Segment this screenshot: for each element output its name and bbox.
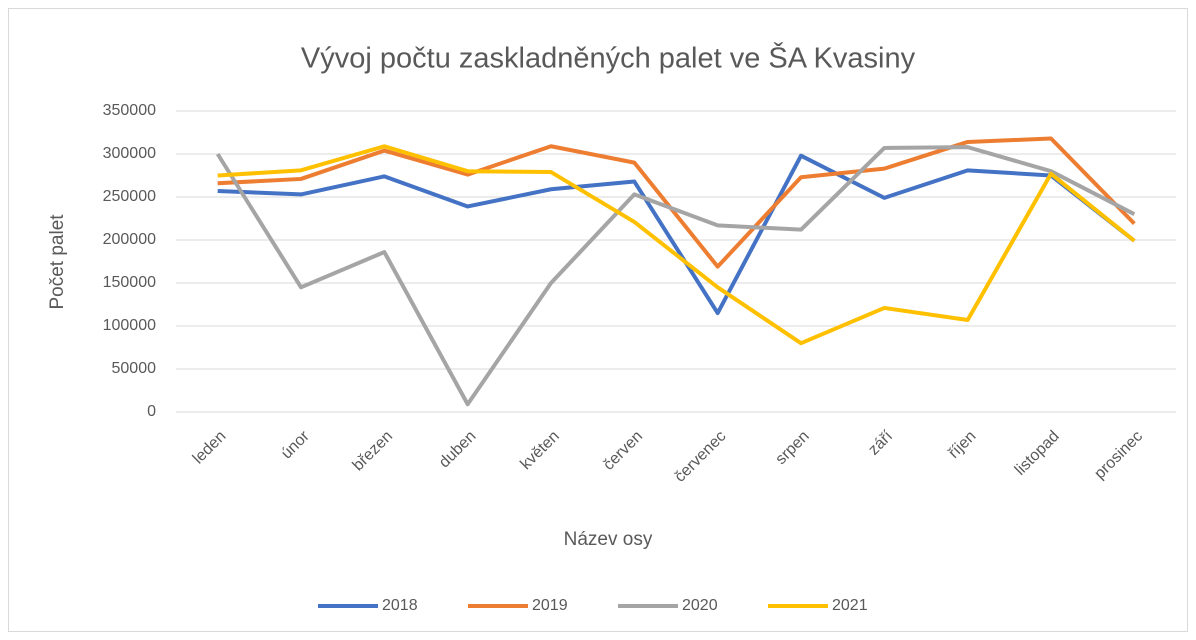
- y-tick-label: 50000: [112, 360, 157, 377]
- legend-label: 2020: [682, 597, 718, 614]
- y-tick-label: 0: [147, 403, 156, 420]
- series-line: [217, 153, 1136, 316]
- x-axis-label: Název osy: [564, 529, 653, 550]
- chart-title: Vývoj počtu zaskladněných palet ve ŠA Kv…: [301, 41, 916, 75]
- y-tick-label: 150000: [103, 274, 156, 291]
- y-tick-label: 100000: [103, 317, 156, 334]
- y-tick-label: 250000: [103, 188, 156, 205]
- chart-frame: [8, 8, 1188, 632]
- legend-label: 2018: [382, 597, 418, 614]
- series-line: [215, 145, 1136, 407]
- series-line: [217, 136, 1136, 269]
- series-line: [217, 144, 1136, 346]
- y-axis-label: Počet palet: [47, 214, 68, 310]
- y-tick-label: 200000: [103, 231, 156, 248]
- legend-label: 2019: [532, 597, 568, 614]
- y-tick-label: 300000: [103, 145, 156, 162]
- y-tick-label: 350000: [103, 102, 156, 119]
- legend-label: 2021: [832, 597, 868, 614]
